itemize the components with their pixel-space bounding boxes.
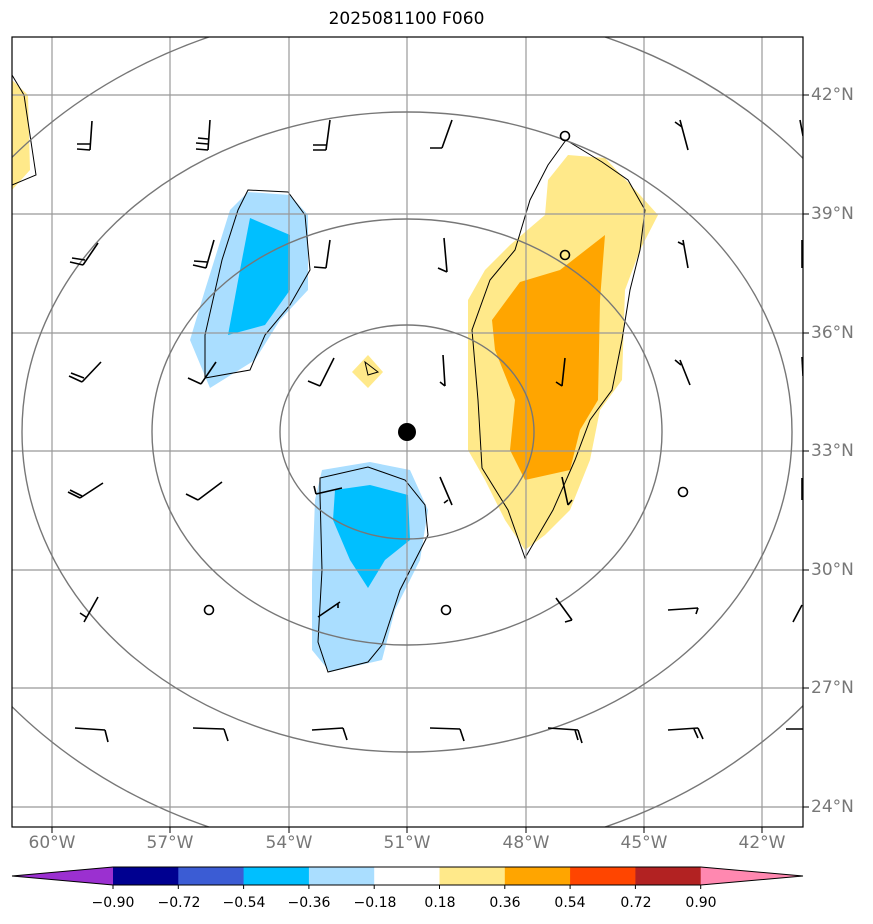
colorbar-label: 0.54 [554,895,586,911]
positive-core-east [492,235,605,480]
lon-label-45w: 45°W [620,833,668,853]
colorbar-segment [439,867,506,885]
lat-label-24n: 24°N [811,797,854,817]
map-title: 2025081100 F060 [328,9,485,29]
lat-label-30n: 30°N [811,560,854,580]
colorbar-segment [113,867,179,885]
lon-label-51w: 51°W [383,833,431,853]
lon-ticks [51,94,809,833]
lat-label-42n: 42°N [811,85,854,105]
colorbar-label: −0.72 [157,895,201,911]
lon-label-60w: 60°W [28,833,76,853]
colorbar-extend-high [700,867,803,885]
colorbar-segment [308,867,375,885]
colorbar-label: 0.36 [489,895,521,911]
colorbar-segment [243,867,310,885]
lat-label-27n: 27°N [811,678,854,698]
colorbar-label: 0.90 [685,895,717,911]
lat-label-33n: 33°N [811,441,854,461]
lon-label-42w: 42°W [738,833,786,853]
colorbar-segment [504,867,571,885]
colorbar-label: −0.54 [222,895,266,911]
colorbar [11,866,804,889]
negative-core-south [333,485,410,588]
range-rings [12,37,803,827]
colorbar-label: −0.36 [287,895,331,911]
lat-label-39n: 39°N [811,204,854,224]
colorbar-label: 0.72 [620,895,652,911]
storm-center-dot [398,423,416,441]
positive-area-west-edge [12,80,30,190]
shaded-field [12,80,658,672]
lat-label-36n: 36°N [811,323,854,343]
lon-label-54w: 54°W [265,833,313,853]
lon-label-57w: 57°W [146,833,194,853]
colorbar-label: 0.18 [424,895,456,911]
colorbar-segment [374,867,440,885]
calm-wind-markers [203,130,689,616]
wind-barbs [67,119,803,744]
colorbar-segment [570,867,636,885]
lon-label-48w: 48°W [502,833,550,853]
colorbar-segment [178,867,245,885]
colorbar-segment [635,867,702,885]
colorbar-extend-low [12,867,113,885]
graticule [12,37,803,827]
colorbar-label: −0.90 [91,895,135,911]
negative-core-northwest [228,218,290,335]
colorbar-label: −0.18 [353,895,397,911]
